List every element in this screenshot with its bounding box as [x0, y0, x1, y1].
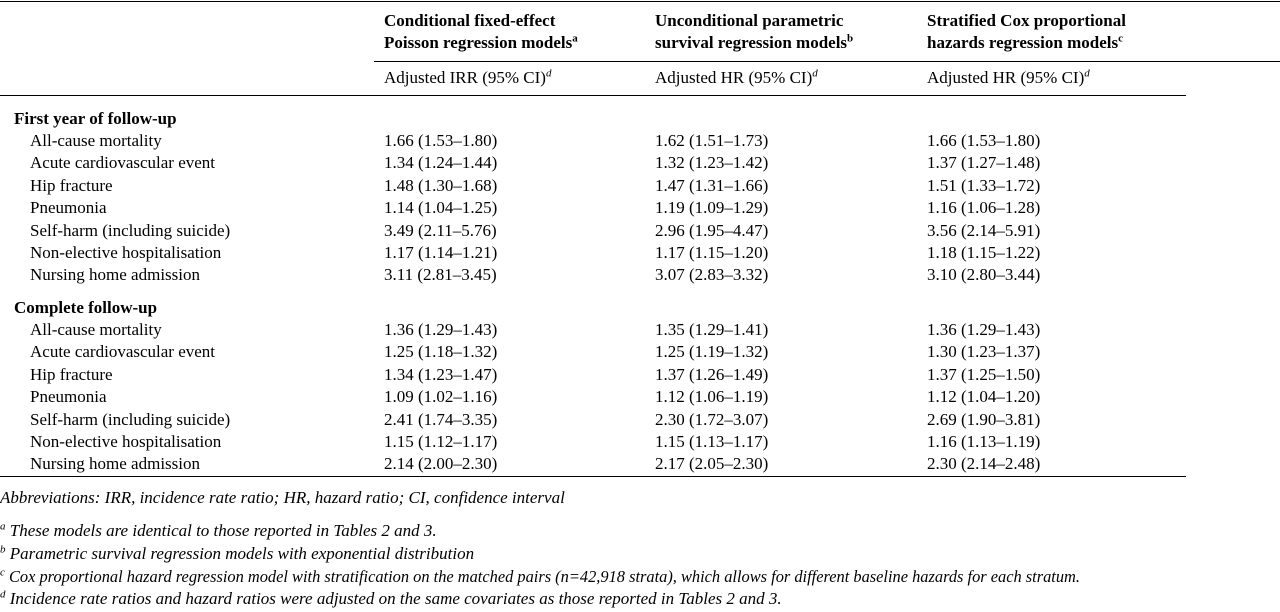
row-label: Hip fracture	[30, 364, 113, 384]
row-value-col3: 1.30 (1.23–1.37)	[927, 342, 1041, 362]
table-row: Self-harm (including suicide) 3.49 (2.11–…	[0, 220, 1280, 242]
table-row: All-cause mortality 1.66 (1.53–1.80) 1.62 …	[0, 130, 1280, 152]
column-header-1: Conditional fixed-effect Poisson regress…	[384, 10, 578, 54]
row-value-col2: 1.35 (1.29–1.41)	[655, 320, 769, 339]
row-value-col1: 1.36 (1.29–1.43)	[384, 320, 498, 339]
row-value-col2: 1.32 (1.23–1.42)	[655, 153, 769, 173]
column-header-3: Stratified Cox proportional hazards regr…	[927, 10, 1126, 54]
column-header-2: Unconditional parametric survival regres…	[655, 10, 853, 54]
footnote-b: b Parametric survival regression models …	[0, 543, 475, 563]
row-value-col2: 1.17 (1.15–1.20)	[655, 243, 769, 262]
table-row: Non-elective hospitalisation 1.17 (1.14–1…	[0, 242, 1280, 264]
table-row: All-cause mortality 1.36 (1.29–1.43) 1.35 …	[0, 319, 1280, 341]
row-value-col2: 1.19 (1.09–1.29)	[655, 198, 769, 218]
row-label: Self-harm (including suicide)	[30, 409, 231, 429]
column-header-1-line1: Conditional fixed-effect	[384, 11, 556, 30]
row-value-col2: 2.30 (1.72–3.07)	[655, 409, 769, 429]
section-title-complete-follow-up: Complete follow-up	[14, 298, 158, 317]
row-value-col3: 3.56 (2.14–5.91)	[927, 220, 1041, 240]
row-label: Non-elective hospitalisation	[30, 243, 222, 262]
column-measure-1: Adjusted IRR (95% CI)d	[384, 67, 552, 87]
row-label: Acute cardiovascular event	[30, 342, 216, 362]
row-value-col1: 2.41 (1.74–3.35)	[384, 409, 498, 429]
footnote-marker-c: c	[1118, 32, 1123, 45]
row-label: Pneumonia	[30, 387, 107, 407]
row-value-col3: 2.30 (2.14–2.48)	[927, 454, 1041, 474]
row-value-col1: 3.11 (2.81–3.45)	[384, 265, 497, 285]
row-label: Nursing home admission	[30, 454, 200, 474]
table-row: Acute cardiovascular event 1.34 (1.24–1.4…	[0, 152, 1280, 174]
row-value-col3: 1.16 (1.06–1.28)	[927, 198, 1041, 218]
row-value-col3: 1.37 (1.25–1.50)	[927, 364, 1041, 384]
table-row: Non-elective hospitalisation 1.15 (1.12–1…	[0, 431, 1280, 453]
table-row: Hip fracture 1.34 (1.23–1.47) 1.37 (1.26–1…	[0, 364, 1280, 386]
row-value-col1: 1.17 (1.14–1.21)	[384, 243, 498, 262]
row-value-col1: 3.49 (2.11–5.76)	[384, 220, 497, 240]
row-value-col3: 1.51 (1.33–1.72)	[927, 175, 1041, 195]
footnote-marker-a: a	[572, 32, 578, 45]
row-value-col1: 1.25 (1.18–1.32)	[384, 342, 498, 362]
row-value-col1: 2.14 (2.00–2.30)	[384, 454, 498, 474]
row-value-col2: 2.96 (1.95–4.47)	[655, 220, 769, 240]
row-label: All-cause mortality	[30, 320, 162, 339]
row-value-col2: 1.47 (1.31–1.66)	[655, 175, 769, 195]
footnote-c: c Cox proportional hazard regression mod…	[0, 566, 1080, 586]
column-header-2-line2: survival regression models	[655, 33, 848, 52]
row-value-col3: 1.16 (1.13–1.19)	[927, 432, 1041, 451]
row-label: Self-harm (including suicide)	[30, 220, 231, 240]
table-row: Nursing home admission 3.11 (2.81–3.45) 3.…	[0, 264, 1280, 286]
row-value-col3: 3.10 (2.80–3.44)	[927, 265, 1041, 285]
row-label: Acute cardiovascular event	[30, 153, 216, 173]
row-value-col3: 1.37 (1.27–1.48)	[927, 153, 1041, 173]
table-row: Pneumonia 1.14 (1.04–1.25) 1.19 (1.09–1.29…	[0, 197, 1280, 219]
row-value-col3: 1.66 (1.53–1.80)	[927, 131, 1041, 150]
row-value-col1: 1.14 (1.04–1.25)	[384, 198, 498, 218]
row-value-col1: 1.09 (1.02–1.16)	[384, 387, 498, 407]
table-row: Self-harm (including suicide) 2.41 (1.74–…	[0, 409, 1280, 431]
row-value-col1: 1.48 (1.30–1.68)	[384, 175, 498, 195]
row-value-col3: 2.69 (1.90–3.81)	[927, 409, 1041, 429]
row-value-col2: 1.25 (1.19–1.32)	[655, 342, 769, 362]
row-label: Nursing home admission	[30, 265, 200, 285]
footnote-a: a These models are identical to those re…	[0, 520, 437, 540]
row-value-col1: 1.34 (1.24–1.44)	[384, 153, 498, 173]
row-label: Hip fracture	[30, 175, 113, 195]
column-measure-2: Adjusted HR (95% CI)d	[655, 67, 818, 87]
column-header-1-line2: Poisson regression models	[384, 33, 573, 52]
row-value-col2: 2.17 (2.05–2.30)	[655, 454, 769, 474]
row-value-col2: 1.12 (1.06–1.19)	[655, 387, 769, 407]
row-value-col2: 3.07 (2.83–3.32)	[655, 265, 769, 285]
section-title-first-year: First year of follow-up	[14, 109, 177, 128]
row-value-col1: 1.66 (1.53–1.80)	[384, 131, 498, 150]
table-row: Pneumonia 1.09 (1.02–1.16) 1.12 (1.06–1.19…	[0, 386, 1280, 408]
table-row: Nursing home admission 2.14 (2.00–2.30) 2.…	[0, 453, 1280, 475]
row-label: Non-elective hospitalisation	[30, 432, 222, 451]
table-top-rule	[0, 1, 1280, 2]
table-row: Hip fracture 1.48 (1.30–1.68) 1.47 (1.31–1…	[0, 175, 1280, 197]
row-value-col2: 1.37 (1.26–1.49)	[655, 364, 769, 384]
footnote-marker-b: b	[847, 32, 854, 45]
header-bottom-rule	[0, 95, 1186, 96]
row-value-col1: 1.34 (1.23–1.47)	[384, 364, 498, 384]
row-label: All-cause mortality	[30, 131, 162, 150]
footnote-abbreviations: Abbreviations: IRR, incidence rate ratio…	[0, 488, 565, 507]
column-header-3-line1: Stratified Cox proportional	[927, 11, 1126, 30]
row-value-col2: 1.15 (1.13–1.17)	[655, 432, 769, 451]
header-sub-rule	[374, 61, 1280, 62]
column-measure-3: Adjusted HR (95% CI)d	[927, 67, 1090, 87]
row-value-col3: 1.18 (1.15–1.22)	[927, 243, 1041, 262]
row-value-col1: 1.15 (1.12–1.17)	[384, 432, 498, 451]
row-value-col2: 1.62 (1.51–1.73)	[655, 131, 769, 150]
column-header-3-line2: hazards regression models	[927, 33, 1119, 52]
table-bottom-rule	[0, 476, 1186, 477]
row-value-col3: 1.36 (1.29–1.43)	[927, 320, 1041, 339]
column-header-2-line1: Unconditional parametric	[655, 11, 844, 30]
row-value-col3: 1.12 (1.04–1.20)	[927, 387, 1041, 407]
footnote-d: d Incidence rate ratios and hazard ratio…	[0, 588, 782, 608]
row-label: Pneumonia	[30, 198, 107, 218]
table-row: Acute cardiovascular event 1.25 (1.18–1.3…	[0, 341, 1280, 363]
